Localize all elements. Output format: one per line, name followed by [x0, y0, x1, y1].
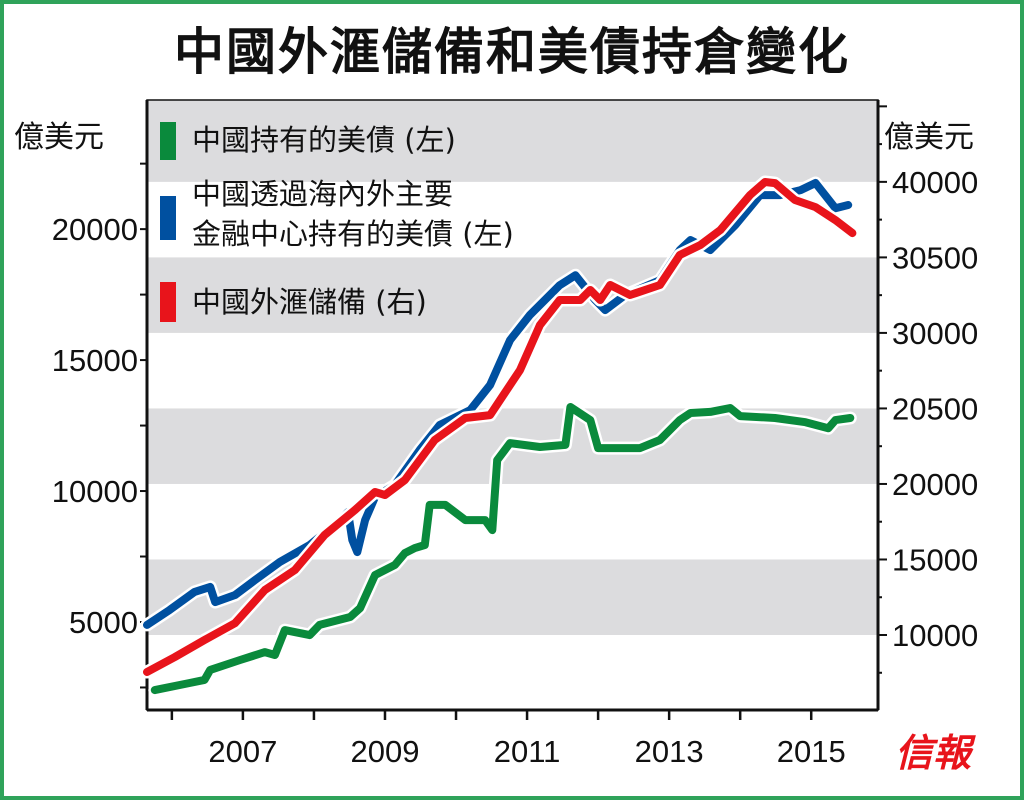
y-tick-label: 15000	[52, 343, 138, 378]
y2-tick-label: 30000	[892, 316, 978, 351]
chart-title: 中國外滙儲備和美債持倉變化	[174, 23, 850, 81]
y2-tick-label: 30500	[892, 240, 978, 275]
hkej-logo: 信報	[895, 730, 972, 775]
y-tick-label: 5000	[69, 605, 138, 640]
y-tick-label: 10000	[52, 474, 138, 509]
y2-tick-label: 20500	[892, 391, 978, 426]
legend-swatch-blue	[160, 196, 176, 240]
legend-label-us-treasuries: 中國持有的美債 (左)	[192, 123, 456, 157]
grid-band	[147, 257, 878, 333]
legend-label-fx-reserves: 中國外滙儲備 (右)	[192, 285, 427, 319]
legend-label-financial-centres-line2: 金融中心持有的美債 (左)	[192, 217, 514, 251]
y2-tick-label: 20000	[892, 467, 978, 502]
right-axis-unit: 億美元	[884, 120, 974, 155]
legend-label-financial-centres-line1: 中國透過海內外主要	[192, 177, 454, 211]
series-line-fx-reserves	[143, 178, 857, 676]
series-line-financial-centres	[143, 179, 853, 629]
x-tick-label: 2009	[350, 734, 419, 769]
y2-tick-label: 40000	[892, 165, 978, 200]
legend-swatch-green	[160, 122, 176, 160]
y2-tick-label: 15000	[892, 542, 978, 577]
x-tick-label: 2007	[208, 734, 277, 769]
left-axis-unit: 億美元	[14, 120, 104, 155]
x-tick-label: 2015	[777, 734, 846, 769]
y-tick-label: 20000	[52, 212, 138, 247]
y2-tick-label: 10000	[892, 618, 978, 653]
x-tick-label: 2013	[635, 734, 704, 769]
x-tick-label: 2011	[494, 734, 561, 769]
series-line-us-treasuries	[150, 403, 855, 695]
legend-swatch-red	[160, 282, 176, 322]
grid-band	[147, 100, 878, 182]
